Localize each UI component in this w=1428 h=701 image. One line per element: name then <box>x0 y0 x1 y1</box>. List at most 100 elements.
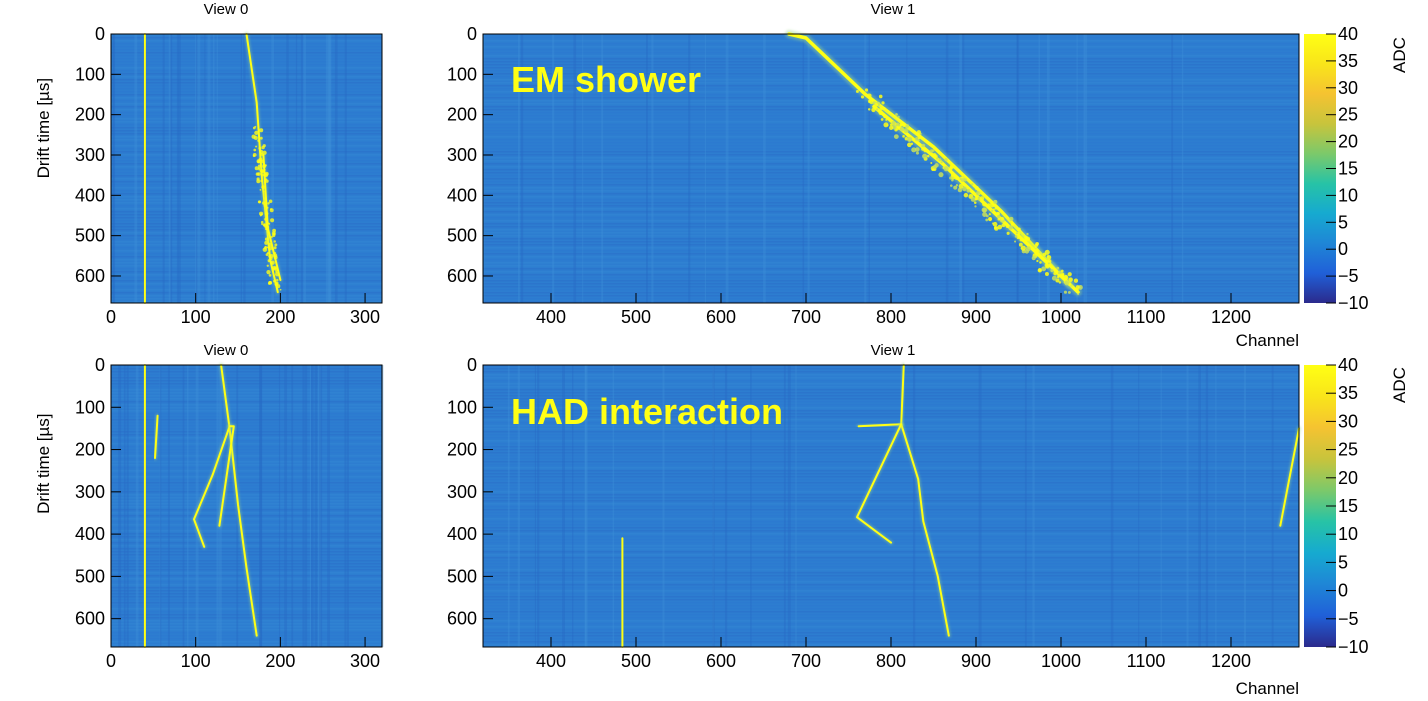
y-tick-label: 100 <box>447 397 477 417</box>
y-tick-label: 400 <box>75 185 105 205</box>
y-tick-label: 400 <box>75 524 105 544</box>
colorbar-tick-label: 15 <box>1338 496 1358 516</box>
x-tick-label: 200 <box>265 307 295 327</box>
track-line-4 <box>1279 427 1300 527</box>
y-tick-label: 200 <box>447 105 477 125</box>
y-tick-label: 600 <box>447 266 477 286</box>
plot-frame <box>110 364 383 648</box>
heatmap-background <box>483 34 1299 303</box>
colorbar-tick-label: 5 <box>1338 212 1348 232</box>
heatmap-noise <box>111 365 384 647</box>
colorbar-tick-label: −10 <box>1338 293 1369 313</box>
x-tick-label: 100 <box>181 651 211 671</box>
x-axis-title: Channel <box>1236 679 1299 698</box>
track-line-3 <box>856 423 903 544</box>
colorbar-tick-label: −5 <box>1338 266 1359 286</box>
colorbar-tick-label: 10 <box>1338 185 1358 205</box>
y-tick-label: 0 <box>467 24 477 44</box>
x-tick-label: 100 <box>181 307 211 327</box>
colorbar-tick-label: 20 <box>1338 132 1358 152</box>
colorbar-tick-label: 0 <box>1338 581 1348 601</box>
track-line-2 <box>900 423 950 637</box>
track-line-2 <box>218 425 235 527</box>
x-tick-label: 1200 <box>1211 307 1251 327</box>
x-axis-title: Channel <box>1236 331 1299 350</box>
x-tick-label: 1100 <box>1127 307 1166 327</box>
x-tick-label: 1000 <box>1041 651 1081 671</box>
x-tick-label: 400 <box>536 307 566 327</box>
y-tick-label: 0 <box>467 355 477 375</box>
x-tick-label: 900 <box>961 651 991 671</box>
colorbar-tick-label: 35 <box>1338 51 1358 71</box>
x-tick-label: 1100 <box>1127 651 1166 671</box>
colorbar-tick-label: 5 <box>1338 552 1348 572</box>
track-line-0 <box>220 364 258 637</box>
y-tick-label: 0 <box>95 355 105 375</box>
y-tick-label: 500 <box>447 566 477 586</box>
y-tick-label: 500 <box>75 226 105 246</box>
y-tick-label: 300 <box>75 145 105 165</box>
track-line-0 <box>900 364 905 426</box>
panel-title: View 0 <box>204 342 249 359</box>
y-axis-title: Drift time [µs] <box>34 78 53 178</box>
colorbar-tick-label: 25 <box>1338 440 1358 460</box>
y-tick-label: 500 <box>447 226 477 246</box>
y-tick-label: 200 <box>75 440 105 460</box>
track-group <box>142 363 259 649</box>
x-tick-label: 0 <box>106 307 116 327</box>
y-tick-label: 100 <box>75 397 105 417</box>
y-tick-label: 200 <box>447 440 477 460</box>
panel-0: View 0 0 100 200 300 400 500 600 0 100 200 300 Drift… <box>34 1 383 327</box>
heatmap-noise <box>111 34 382 303</box>
x-tick-label: 1000 <box>1041 307 1081 327</box>
panel-title: View 1 <box>871 1 916 18</box>
panel-title: View 1 <box>871 342 916 359</box>
track-line-1 <box>193 425 231 548</box>
x-tick-label: 800 <box>876 651 906 671</box>
heatmap-background <box>111 34 382 303</box>
x-tick-label: 0 <box>106 651 116 671</box>
y-tick-label: 600 <box>75 266 105 286</box>
x-tick-label: 300 <box>350 651 380 671</box>
colorbar-tick-label: 0 <box>1338 239 1348 259</box>
colorbar-tick-label: 30 <box>1338 78 1358 98</box>
event-type-label: EM shower <box>511 59 701 100</box>
track-group <box>142 32 283 305</box>
colorbar-tick-label: 20 <box>1338 468 1358 488</box>
plot-frame <box>110 33 383 304</box>
y-tick-label: 300 <box>75 482 105 502</box>
colorbar-tick-label: 25 <box>1338 105 1358 125</box>
y-tick-label: 400 <box>447 185 477 205</box>
x-tick-label: 700 <box>791 651 821 671</box>
y-tick-label: 300 <box>447 145 477 165</box>
y-tick-label: 100 <box>447 64 477 84</box>
colorbar-title: ADC <box>1390 37 1409 73</box>
y-tick-label: 400 <box>447 524 477 544</box>
colorbar-tick-label: −10 <box>1338 637 1369 657</box>
y-tick-label: 600 <box>75 609 105 629</box>
y-tick-label: 100 <box>75 64 105 84</box>
colorbar-title: ADC <box>1390 367 1409 403</box>
panel-title: View 0 <box>204 1 249 18</box>
x-tick-label: 1200 <box>1211 651 1251 671</box>
x-tick-label: 300 <box>350 307 380 327</box>
colorbar-tick-label: 40 <box>1338 24 1358 44</box>
colorbar-tick-label: 35 <box>1338 383 1358 403</box>
y-tick-label: 0 <box>95 24 105 44</box>
x-tick-label: 600 <box>706 307 736 327</box>
colorbar-tick-label: 40 <box>1338 355 1358 375</box>
colorbar-tick-label: 10 <box>1338 524 1358 544</box>
panel-2: View 0 0 100 200 300 400 500 600 0 100 200 300 Drift… <box>34 342 384 671</box>
x-tick-label: 500 <box>621 307 651 327</box>
y-tick-label: 600 <box>447 609 477 629</box>
x-tick-label: 200 <box>265 651 295 671</box>
x-tick-label: 900 <box>961 307 991 327</box>
track-line-1 <box>857 423 903 428</box>
x-tick-label: 800 <box>876 307 906 327</box>
colorbar-tick-label: 30 <box>1338 411 1358 431</box>
x-tick-label: 500 <box>621 651 651 671</box>
x-tick-label: 700 <box>791 307 821 327</box>
